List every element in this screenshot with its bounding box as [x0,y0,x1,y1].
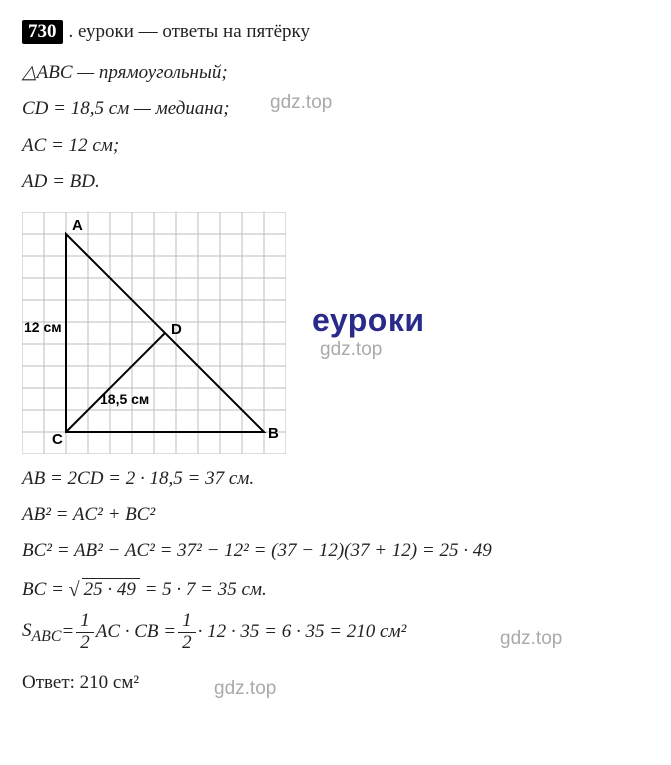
math-solution-page: 730 . еуроки — ответы на пятёрку △ABC — … [0,0,671,724]
area-final-expr: · 12 · 35 = 6 · 35 = 210 см² [198,617,407,647]
area-mid-expr: AC · CB = [96,617,176,647]
bc-eq-suffix: = 5 · 7 = 35 см. [140,579,267,600]
text-triangle-right: △ABC — прямоугольный; [22,62,228,83]
given-line-3: AC = 12 см; [22,131,653,161]
euroki-logo-text: еуроки [312,302,425,339]
frac-num-2: 1 [178,611,196,633]
eq-sign-1: = [61,617,74,647]
side-ac-label: 12 см [24,319,62,335]
page-title: . еуроки — ответы на пятёрку [69,21,310,43]
given-line-1: △ABC — прямоугольный; [22,58,653,88]
fraction-half-2: 1 2 [178,611,196,654]
gdz-under-euroki: gdz.top [320,339,425,361]
median-cd-label: 18,5 см [100,391,149,407]
diagram-svg: A B C D 12 см 18,5 см [22,212,286,454]
solution-line-5: SABC = 1 2 AC · CB = 1 2 · 12 · 35 = 6 ·… [22,611,653,654]
vertex-label-d: D [171,321,182,338]
frac-den-2: 2 [178,633,196,654]
frac-den-1: 2 [76,633,94,654]
answer-line: Ответ: 210 см² [22,668,653,698]
triangle-diagram: A B C D 12 см 18,5 см [22,212,282,452]
solution-line-4: BC = 25 · 49 = 5 · 7 = 35 см. [22,573,653,605]
problem-number-badge: 730 [22,20,63,44]
fraction-half-1: 1 2 [76,611,94,654]
sqrt-expr: 25 · 49 [69,573,140,605]
given-line-4: AD = BD. [22,167,653,197]
given-line-2: CD = 18,5 см — медиана; [22,94,653,124]
frac-num-1: 1 [76,611,94,633]
text-ad-eq-bd: AD = BD. [22,171,100,192]
vertex-label-a: A [72,217,83,234]
area-subscript: ABC [32,628,62,645]
figure-row: A B C D 12 см 18,5 см еуроки gdz.top [22,212,653,452]
euroki-watermark-block: еуроки gdz.top [312,302,425,361]
vertex-label-b: B [268,425,279,442]
bc-eq-prefix: BC = [22,579,69,600]
area-symbol: SABC [22,616,61,649]
text-cd-median: CD = 18,5 см — медиана; [22,98,230,119]
solution-line-3: BC² = AB² − AC² = 37² − 12² = (37 − 12)(… [22,536,653,566]
solution-line-1: AB = 2CD = 2 · 18,5 = 37 см. [22,464,653,494]
sqrt-radicand: 25 · 49 [82,578,140,600]
solution-line-2: AB² = AC² + BC² [22,500,653,530]
vertex-label-c: C [52,431,63,448]
title-row: 730 . еуроки — ответы на пятёрку [22,20,653,44]
text-ac-value: AC = 12 см; [22,135,119,156]
